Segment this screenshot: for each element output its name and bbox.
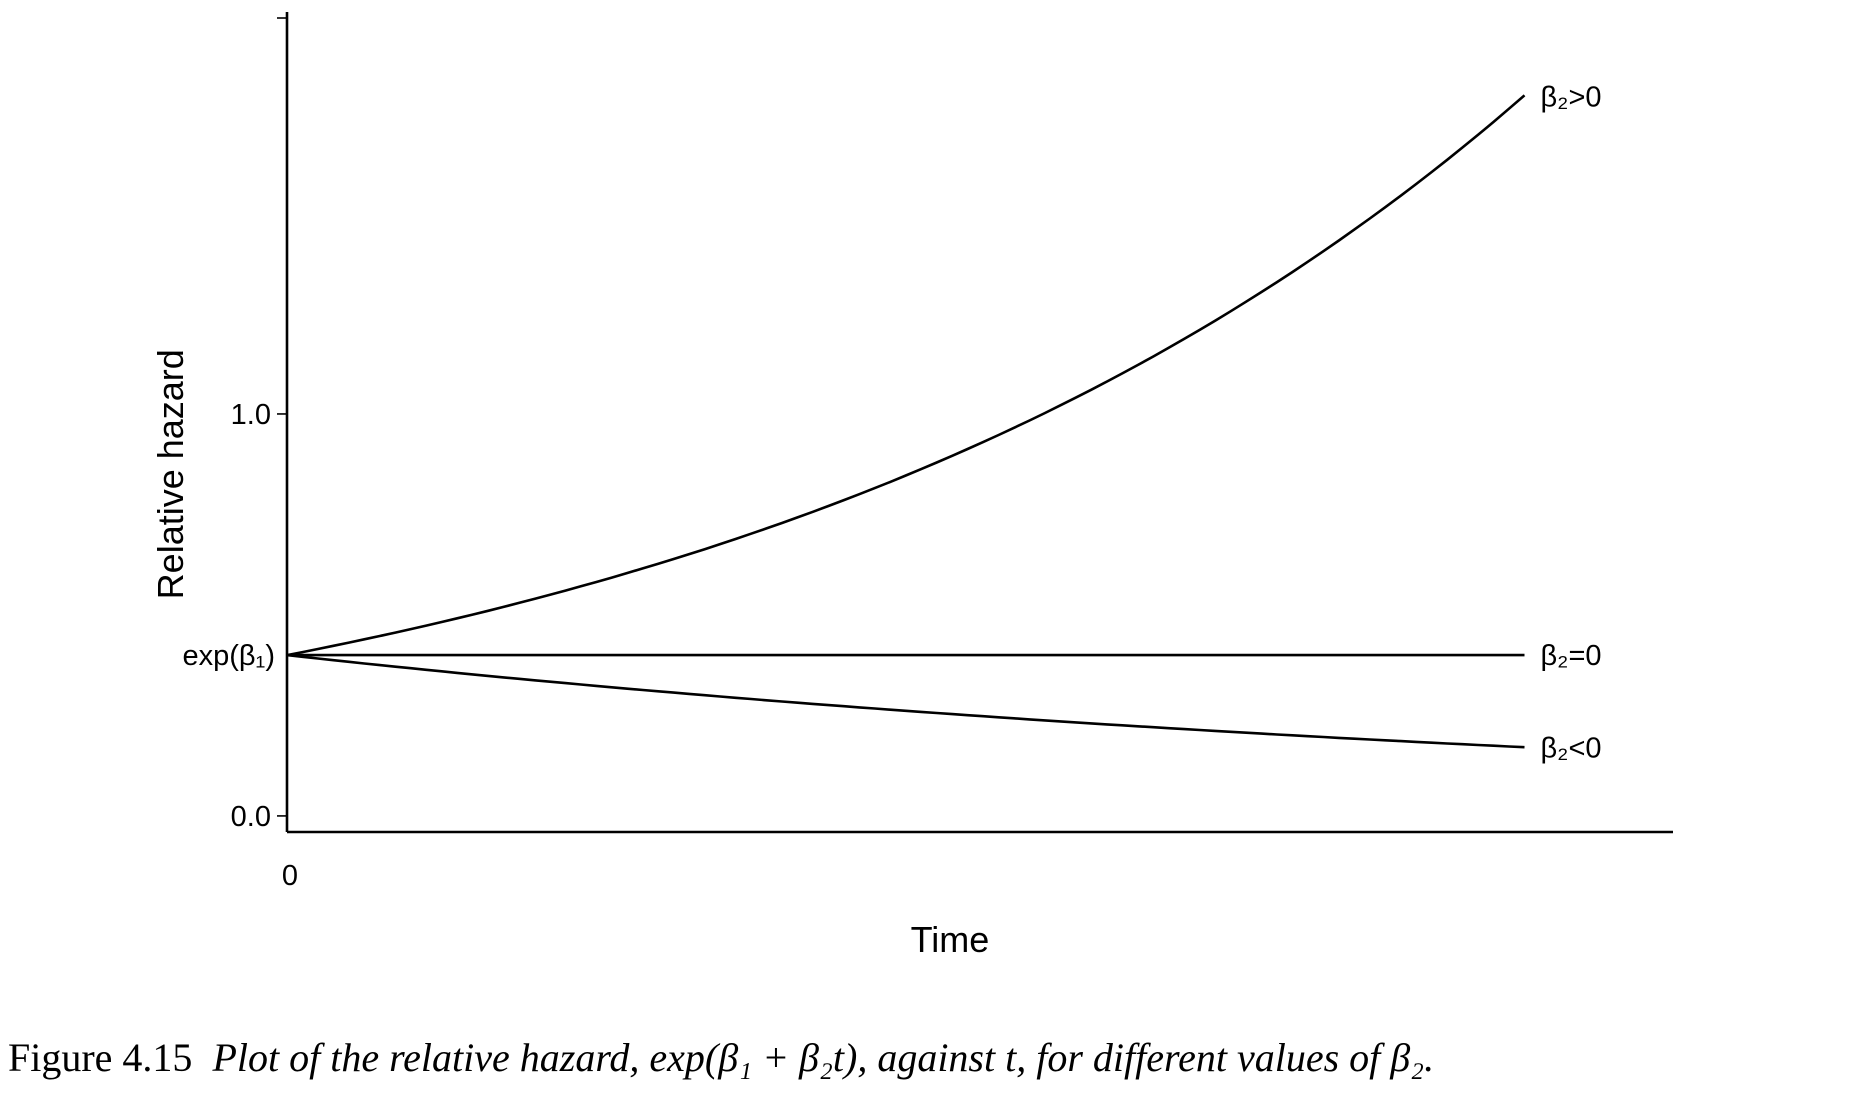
figure-caption: Figure 4.15 Plot of the relative hazard,…	[8, 1038, 1853, 1078]
y-tick-label: 1.0	[231, 399, 271, 431]
x-tick-label: 0	[282, 860, 298, 892]
y-axis-title: Relative hazard	[150, 349, 191, 599]
caption-number: Figure 4.15	[8, 1035, 193, 1080]
series-label-2: β₂=0	[1541, 640, 1602, 672]
y-tick-label: 0.0	[231, 801, 271, 833]
relative-hazard-chart: 0.0 exp(β₁) 1.0 0 β₂>0 β₂=0 β₂<0 Time Relativ…	[150, 12, 1673, 960]
series-lines	[286, 94, 1526, 749]
axes	[277, 12, 1673, 834]
y-tick-label: exp(β₁)	[182, 640, 275, 672]
series-line-1	[286, 94, 1526, 657]
series-line-3	[286, 653, 1525, 749]
ticks: 0.0 exp(β₁) 1.0 0	[182, 399, 298, 892]
series-label-1: β₂>0	[1541, 81, 1602, 113]
x-axis-title: Time	[911, 919, 990, 960]
series-label-3: β₂<0	[1541, 733, 1602, 765]
caption-text: Plot of the relative hazard, exp(β₁ + β₂…	[212, 1035, 1435, 1080]
curve-labels: β₂>0 β₂=0 β₂<0	[1541, 81, 1602, 764]
